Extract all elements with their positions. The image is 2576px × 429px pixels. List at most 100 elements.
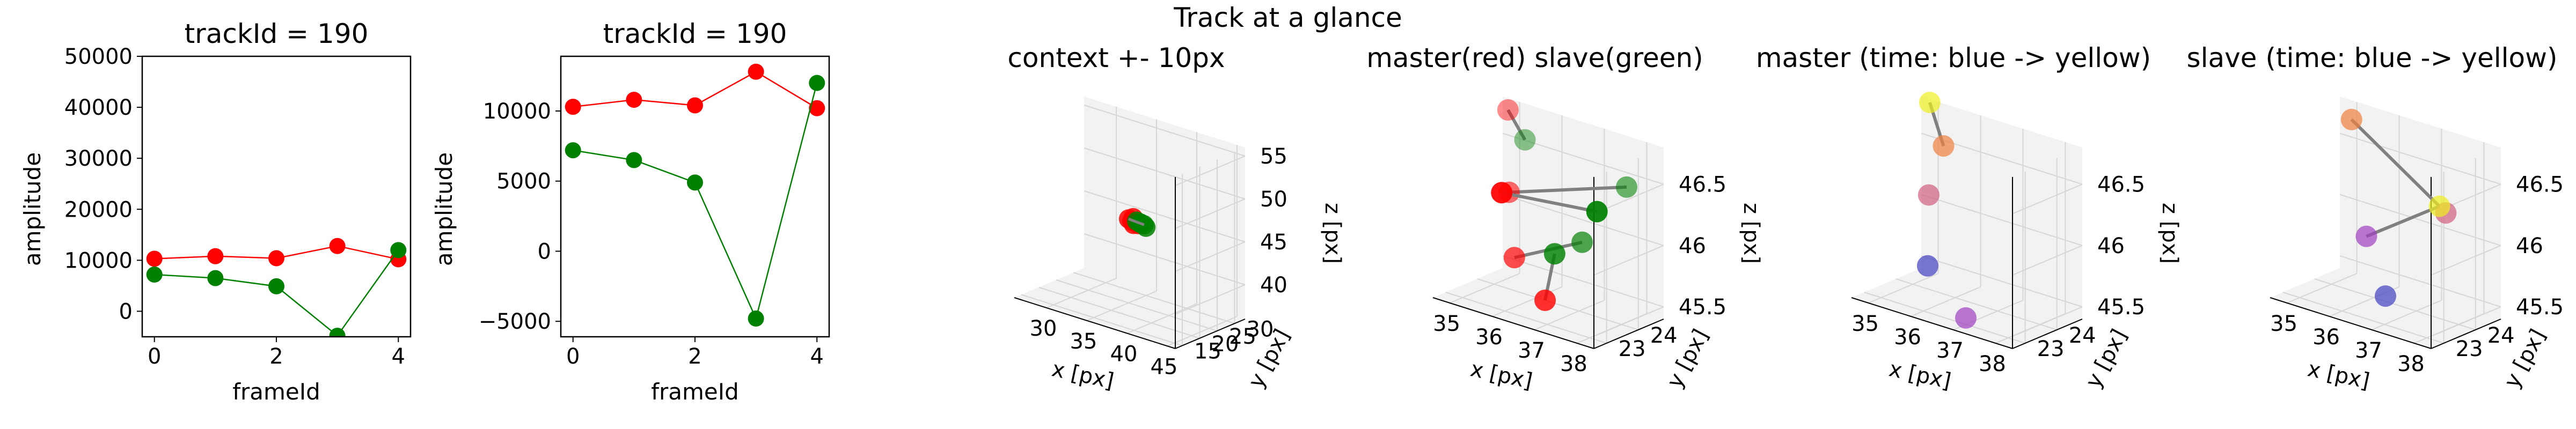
z-tick-label: 46.5	[2516, 173, 2564, 197]
series-master-point	[687, 98, 703, 114]
master-point	[1491, 182, 1512, 203]
slave-point	[1616, 176, 1637, 198]
x-tick-label: 45	[1151, 354, 1178, 379]
time-point	[1917, 255, 1938, 277]
slave-point	[1514, 129, 1536, 151]
series-master-point	[207, 248, 223, 264]
series-slave-point	[147, 267, 163, 283]
time-point	[2375, 285, 2396, 307]
master-point	[1534, 290, 1556, 311]
y-tick-label: 24	[1650, 323, 1678, 348]
time-point	[2429, 196, 2450, 217]
master-point	[1504, 247, 1525, 268]
x-tick-label: 37	[2355, 338, 2382, 363]
x-tick-label: 36	[1475, 325, 1503, 350]
slave-point	[1586, 201, 1608, 223]
chart-1-ylabel: amplitude	[19, 152, 46, 266]
x-tick-label: 36	[2312, 325, 2340, 350]
x-tick-label: 2	[269, 344, 283, 369]
y-tick-label: 0	[538, 239, 551, 264]
y-tick-label: 5000	[496, 169, 551, 194]
z-tick-label: 45.5	[2516, 295, 2564, 320]
series-slave-point	[565, 142, 581, 158]
z-tick-label: 46.5	[2097, 173, 2145, 197]
time-point	[2355, 226, 2377, 247]
context-3d-title: context +- 10px	[1007, 42, 1225, 73]
master-slave-3d-title: master(red) slave(green)	[1366, 42, 1703, 73]
y-tick-label: 23	[1619, 337, 1646, 361]
z-tick-label: 50	[1260, 187, 1287, 212]
context-3d-plot: context +- 10px 303540451520253040455055…	[1007, 42, 1345, 394]
z-tick-label: 46	[1679, 234, 1706, 258]
chart-2-title: trackId = 190	[603, 18, 787, 49]
x-tick-label: 0	[148, 344, 161, 369]
z-tick-label: 40	[1260, 273, 1287, 298]
z-tick-label: 45	[1260, 230, 1287, 255]
x-tick-label: 38	[1979, 352, 2006, 376]
series-master-group	[147, 238, 407, 268]
time-point	[2341, 109, 2362, 130]
y-tick-label: 23	[2456, 337, 2483, 361]
slave-time-3d-plot: slave (time: blue -> yellow) 35363738232…	[2187, 42, 2576, 394]
y-tick-label: 24	[2069, 323, 2096, 348]
y-tick-label: 50000	[64, 45, 133, 69]
x-axis-label: x [px]	[1050, 357, 1116, 394]
master-point	[1497, 99, 1519, 121]
time-point	[1955, 307, 1977, 329]
time-point	[1933, 135, 1955, 157]
series-slave-point	[207, 270, 223, 286]
amplitude-chart-2: trackId = 190 frameId amplitude 0 2 4 −5000…	[431, 18, 829, 405]
series-slave-point	[390, 242, 406, 258]
z-axis-label: z [px]	[1739, 203, 1763, 264]
y-tick-label: −5000	[479, 309, 551, 334]
series-slave-point	[748, 310, 764, 327]
z-axis-label: z [px]	[1320, 203, 1345, 264]
x-tick-label: 38	[1560, 352, 1587, 376]
figure-suptitle: Track at a glance	[1173, 2, 1402, 33]
y-tick-label: 24	[2487, 323, 2515, 348]
series-master-group	[565, 64, 825, 116]
y-tick-label: 10000	[483, 99, 551, 124]
x-tick-label: 35	[1070, 329, 1097, 354]
series-master-point	[147, 251, 163, 267]
series-slave-point	[687, 174, 703, 190]
x-tick-label: 35	[1851, 312, 1879, 336]
series-master-point	[748, 64, 764, 80]
chart-1-title: trackId = 190	[185, 18, 369, 49]
chart-1-xlabel: frameId	[232, 379, 320, 405]
series-slave-point	[268, 278, 284, 294]
z-tick-label: 46	[2097, 234, 2125, 258]
x-tick-label: 35	[2270, 312, 2297, 336]
series-slave-point	[626, 152, 642, 168]
x-tick-label: 38	[2397, 352, 2425, 376]
x-tick-label: 4	[392, 344, 405, 369]
series-master-point	[626, 92, 642, 108]
z-tick-label: 46.5	[1679, 173, 1726, 197]
y-tick-label: 23	[2037, 337, 2065, 361]
y-tick-label: 30000	[64, 146, 133, 171]
x-tick-label: 4	[810, 344, 824, 369]
z-tick-label: 45.5	[1679, 295, 1726, 320]
slave-point	[1571, 232, 1593, 253]
z-tick-label: 45.5	[2097, 295, 2145, 320]
amplitude-chart-1: trackId = 190 frameId amplitude 0 2 4 0 1000…	[19, 18, 411, 405]
chart-2-ylabel: amplitude	[431, 152, 457, 266]
x-tick-label: 37	[1936, 338, 1964, 363]
y-tick-label: 20000	[64, 197, 133, 222]
z-axis-label: z [px]	[2157, 203, 2182, 264]
plot-frame	[142, 56, 411, 337]
series-master-point	[565, 99, 581, 115]
x-tick-label: 40	[1110, 342, 1138, 367]
chart-2-xlabel: frameId	[651, 379, 739, 405]
series-slave-line	[573, 83, 817, 319]
z-tick-label: 55	[1260, 144, 1287, 169]
master-slave-3d-plot: master(red) slave(green) 35363738232445.…	[1366, 42, 1763, 394]
x-tick-label: 30	[1030, 316, 1057, 341]
y-tick-label: 0	[119, 299, 133, 324]
slave-point	[1544, 243, 1565, 264]
y-tick-label: 10000	[64, 248, 133, 273]
master-time-3d-plot: master (time: blue -> yellow) 35 36 37 38 23…	[1756, 42, 2182, 394]
x-tick-label: 2	[688, 344, 701, 369]
x-tick-label: 0	[566, 344, 580, 369]
